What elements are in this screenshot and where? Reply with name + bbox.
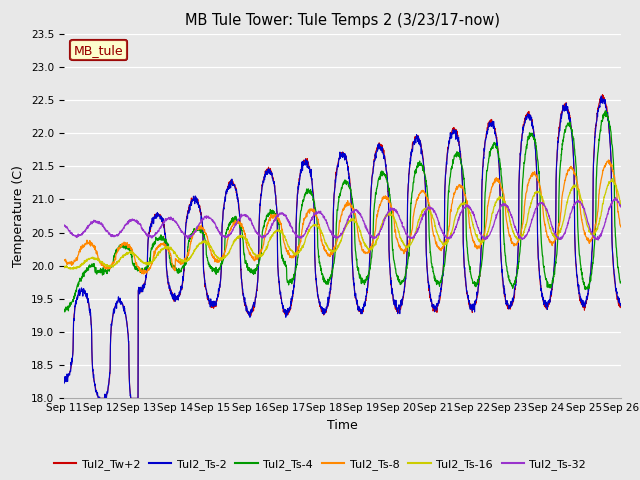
Title: MB Tule Tower: Tule Temps 2 (3/23/17-now): MB Tule Tower: Tule Temps 2 (3/23/17-now… — [185, 13, 500, 28]
Tul2_Ts-16 — [371, 242, 379, 248]
Tul2_Ts-2 — [371, 157, 379, 163]
Tul2_Tw+2 — [598, 92, 606, 97]
Tul2_Ts-4 — [359, 279, 367, 285]
Tul2_Ts-16 — [60, 264, 68, 269]
Legend: MB_tule: MB_tule — [70, 40, 127, 60]
Tul2_Ts-4 — [216, 265, 223, 271]
Tul2_Ts-2 — [95, 396, 102, 401]
Tul2_Ts-8 — [216, 257, 223, 263]
Tul2_Ts-32 — [568, 209, 575, 215]
Tul2_Ts-32 — [612, 195, 620, 201]
Tul2_Ts-4 — [504, 275, 512, 280]
Line: Tul2_Ts-4: Tul2_Ts-4 — [64, 111, 621, 312]
Tul2_Ts-32 — [60, 223, 68, 229]
Line: Tul2_Tw+2: Tul2_Tw+2 — [64, 95, 621, 398]
Tul2_Tw+2 — [504, 306, 512, 312]
Tul2_Tw+2 — [95, 396, 102, 401]
Tul2_Ts-16 — [216, 257, 223, 263]
Tul2_Tw+2 — [584, 296, 591, 301]
Tul2_Tw+2 — [60, 376, 68, 382]
Tul2_Tw+2 — [216, 285, 223, 290]
Tul2_Ts-2 — [216, 282, 223, 288]
Line: Tul2_Ts-32: Tul2_Ts-32 — [64, 198, 621, 240]
Tul2_Ts-4 — [602, 108, 609, 114]
Tul2_Ts-8 — [504, 228, 512, 234]
Tul2_Ts-16 — [609, 176, 616, 181]
Tul2_Ts-16 — [359, 237, 367, 243]
Tul2_Ts-2 — [568, 132, 575, 137]
Tul2_Ts-32 — [216, 229, 223, 235]
Tul2_Ts-4 — [617, 279, 625, 285]
Tul2_Ts-8 — [605, 157, 612, 163]
X-axis label: Time: Time — [327, 419, 358, 432]
Tul2_Ts-32 — [595, 237, 602, 243]
Tul2_Ts-4 — [371, 200, 379, 205]
Tul2_Ts-8 — [584, 236, 591, 241]
Tul2_Ts-32 — [371, 234, 378, 240]
Tul2_Ts-16 — [504, 209, 512, 215]
Tul2_Tw+2 — [359, 305, 367, 311]
Tul2_Ts-4 — [568, 129, 575, 134]
Tul2_Ts-2 — [504, 303, 512, 309]
Line: Tul2_Ts-16: Tul2_Ts-16 — [64, 179, 621, 269]
Tul2_Ts-32 — [617, 204, 625, 210]
Tul2_Ts-2 — [60, 381, 68, 386]
Tul2_Ts-32 — [583, 216, 591, 221]
Y-axis label: Temperature (C): Temperature (C) — [12, 165, 26, 267]
Tul2_Ts-2 — [617, 301, 625, 307]
Legend: Tul2_Tw+2, Tul2_Ts-2, Tul2_Ts-4, Tul2_Ts-8, Tul2_Ts-16, Tul2_Ts-32: Tul2_Tw+2, Tul2_Ts-2, Tul2_Ts-4, Tul2_Ts… — [49, 455, 591, 474]
Tul2_Ts-4 — [60, 308, 68, 313]
Tul2_Ts-16 — [617, 204, 625, 209]
Tul2_Ts-8 — [60, 257, 68, 263]
Tul2_Ts-2 — [359, 305, 367, 311]
Tul2_Ts-16 — [70, 266, 77, 272]
Tul2_Ts-4 — [584, 285, 591, 290]
Tul2_Ts-16 — [584, 223, 591, 228]
Tul2_Tw+2 — [617, 305, 625, 311]
Tul2_Ts-8 — [371, 230, 379, 236]
Tul2_Tw+2 — [568, 130, 575, 136]
Tul2_Ts-4 — [61, 309, 68, 315]
Tul2_Ts-32 — [504, 205, 512, 211]
Tul2_Ts-16 — [568, 186, 575, 192]
Tul2_Ts-8 — [568, 165, 575, 171]
Tul2_Ts-8 — [359, 248, 367, 253]
Line: Tul2_Ts-8: Tul2_Ts-8 — [64, 160, 621, 274]
Tul2_Tw+2 — [371, 156, 379, 162]
Tul2_Ts-2 — [597, 93, 605, 99]
Tul2_Ts-8 — [617, 224, 625, 230]
Tul2_Ts-8 — [140, 271, 148, 277]
Line: Tul2_Ts-2: Tul2_Ts-2 — [64, 96, 621, 398]
Tul2_Ts-32 — [358, 215, 366, 221]
Tul2_Ts-2 — [584, 296, 591, 301]
